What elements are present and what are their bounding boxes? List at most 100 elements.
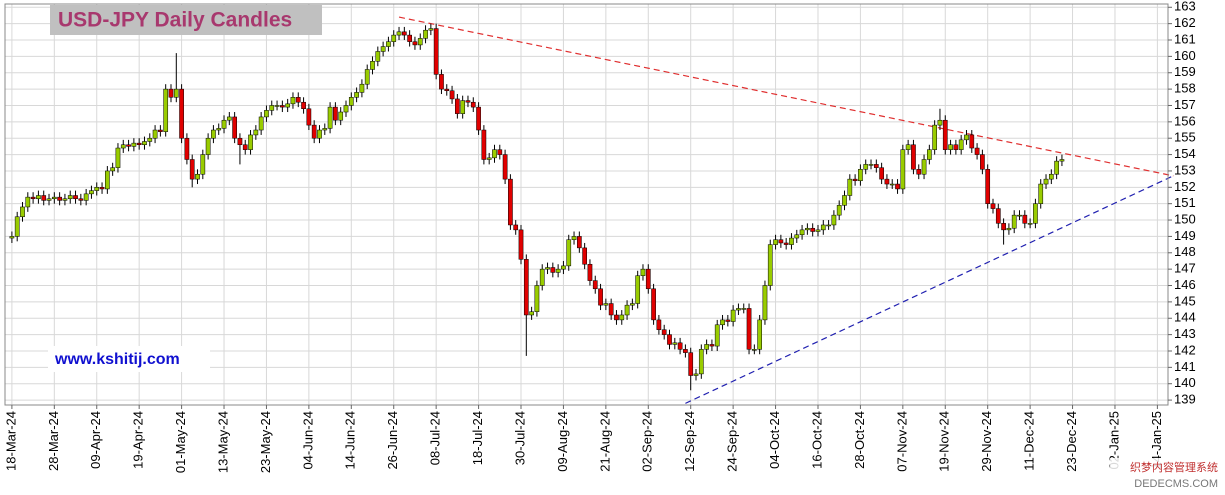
x-tick-label: 18-Jul-24 bbox=[470, 411, 485, 465]
candle-body bbox=[762, 285, 768, 321]
candle-body bbox=[767, 244, 773, 286]
candle-body bbox=[911, 144, 916, 170]
candle-body bbox=[152, 129, 158, 139]
candle-body bbox=[110, 167, 116, 172]
candle-body bbox=[582, 247, 587, 265]
candle-body bbox=[964, 134, 969, 141]
y-tick-label: 163 bbox=[1174, 0, 1196, 14]
candle-body bbox=[407, 34, 412, 42]
x-tick-label: 28-Oct-24 bbox=[852, 411, 867, 469]
candle-body bbox=[131, 142, 137, 147]
candle-body bbox=[322, 128, 328, 131]
candle-body bbox=[317, 129, 322, 139]
candle-body bbox=[720, 319, 725, 326]
candle-body bbox=[274, 105, 280, 107]
candle-body bbox=[348, 97, 354, 106]
candle-body bbox=[439, 74, 444, 90]
x-tick-label: 29-Nov-24 bbox=[979, 411, 994, 472]
candle-body bbox=[67, 195, 73, 200]
candle-body bbox=[794, 234, 800, 239]
candle-body bbox=[656, 319, 662, 330]
candle-body bbox=[884, 178, 890, 185]
candle-body bbox=[576, 236, 582, 249]
candle-body bbox=[932, 124, 938, 150]
candle-body bbox=[126, 144, 131, 147]
candle-body bbox=[1048, 173, 1054, 180]
candle-body bbox=[953, 144, 959, 150]
candle-body bbox=[783, 242, 789, 245]
candle-body bbox=[25, 196, 31, 208]
candle-body bbox=[99, 187, 105, 190]
candle-body bbox=[990, 203, 996, 209]
y-tick-label: 142 bbox=[1174, 342, 1196, 357]
candles bbox=[9, 23, 1065, 391]
candle-body bbox=[449, 90, 455, 100]
y-tick-label: 152 bbox=[1174, 179, 1196, 194]
y-tick-label: 139 bbox=[1174, 392, 1196, 407]
x-tick-label: 09-Apr-24 bbox=[88, 411, 103, 469]
candle-body bbox=[630, 303, 635, 306]
candle-body bbox=[412, 41, 418, 46]
candle-body bbox=[969, 134, 975, 149]
y-tick-label: 143 bbox=[1174, 326, 1196, 341]
candle-body bbox=[497, 149, 503, 155]
candle-body bbox=[725, 319, 731, 322]
candle-body bbox=[264, 110, 269, 118]
candle-body bbox=[41, 195, 47, 201]
chart-title: USD-JPY Daily Candles bbox=[58, 9, 292, 32]
candle-body bbox=[460, 100, 466, 114]
candle-body bbox=[539, 268, 545, 286]
candle-body bbox=[211, 129, 216, 139]
candle-body bbox=[333, 106, 338, 121]
candle-body bbox=[513, 224, 519, 231]
candle-body bbox=[1011, 214, 1017, 229]
candle-body bbox=[916, 169, 922, 175]
candle-body bbox=[481, 129, 487, 160]
candle-body bbox=[592, 280, 598, 290]
candle-body bbox=[492, 149, 497, 159]
candle-body bbox=[905, 144, 911, 150]
candle-body bbox=[205, 137, 211, 155]
plot-frame bbox=[4, 3, 1169, 406]
y-tick-label: 144 bbox=[1174, 310, 1196, 325]
candle-body bbox=[714, 324, 720, 347]
candle-body bbox=[826, 224, 831, 227]
candle-body bbox=[985, 169, 991, 204]
x-tick-label: 02-Jan-25 bbox=[1106, 411, 1121, 470]
candle-body bbox=[465, 100, 471, 103]
y-tick-label: 145 bbox=[1174, 293, 1196, 308]
x-tick-label: 12-Sep-24 bbox=[682, 411, 697, 472]
x-tick-label: 26-Jun-24 bbox=[385, 411, 400, 470]
candle-body bbox=[608, 303, 614, 316]
candle-body bbox=[688, 352, 694, 376]
candle-body bbox=[1059, 159, 1065, 162]
candle-body bbox=[1038, 183, 1044, 204]
candle-body bbox=[502, 154, 508, 180]
candle-body bbox=[667, 334, 672, 345]
candle-body bbox=[380, 46, 386, 52]
trendline bbox=[398, 16, 1174, 177]
candle-body bbox=[815, 229, 821, 232]
candle-body bbox=[1033, 203, 1038, 224]
candle-body bbox=[651, 288, 656, 321]
x-tick-label: 19-Apr-24 bbox=[131, 411, 146, 469]
candle-body bbox=[248, 134, 253, 150]
candle-body bbox=[863, 164, 869, 170]
candle-body bbox=[417, 38, 423, 46]
candle-body bbox=[476, 106, 481, 131]
candle-body bbox=[200, 154, 206, 175]
candle-body bbox=[661, 329, 667, 335]
candle-body bbox=[778, 239, 784, 244]
y-tick-label: 159 bbox=[1174, 64, 1196, 79]
x-tick-label: 28-Mar-24 bbox=[46, 411, 61, 471]
candle-body bbox=[773, 239, 778, 245]
candle-body bbox=[428, 28, 434, 31]
candle-body bbox=[927, 149, 932, 160]
watermark-box bbox=[1110, 458, 1225, 495]
x-tick-label: 14-Jan-25 bbox=[1149, 411, 1164, 470]
candle-body bbox=[921, 159, 927, 175]
candle-body bbox=[1022, 214, 1028, 224]
candle-body bbox=[195, 173, 200, 180]
